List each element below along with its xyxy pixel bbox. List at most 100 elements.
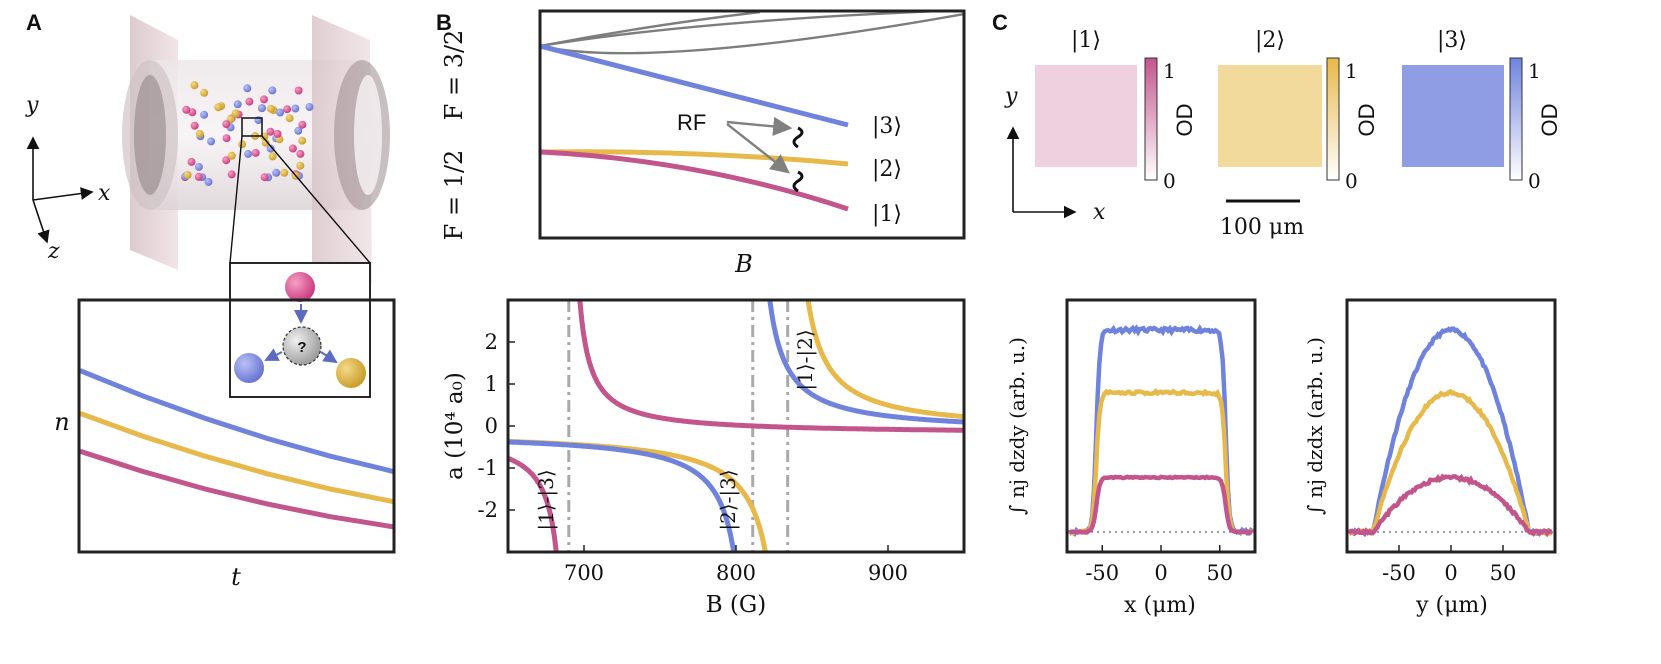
od-image-1	[1035, 65, 1137, 167]
atom	[222, 156, 231, 165]
scattering-ylabel: a (10⁴ a₀)	[442, 372, 468, 480]
x-tick-label: -50	[1382, 561, 1416, 585]
atom	[294, 86, 303, 95]
profile-line-2	[1068, 388, 1254, 536]
atom	[227, 170, 236, 179]
atom	[182, 105, 191, 114]
decay-line-3	[80, 448, 393, 530]
x-tick-label: 800	[716, 561, 756, 585]
colorbar-3-min: 0	[1528, 169, 1541, 193]
atom	[285, 114, 294, 123]
atom	[231, 109, 240, 118]
x-tick-label: 50	[1206, 561, 1233, 585]
atom	[200, 110, 209, 119]
panel-label-c: C	[992, 10, 1008, 35]
decay-ylabel: n	[54, 408, 69, 436]
panel-label-a: A	[26, 10, 42, 35]
atom	[291, 104, 300, 113]
trap-illustration	[122, 15, 390, 285]
rf-label: RF	[677, 110, 706, 135]
atom	[194, 162, 203, 171]
atom-blue	[234, 353, 264, 383]
axis-triad-a: y x z	[25, 93, 111, 264]
colorbar-1-min: 0	[1163, 169, 1176, 193]
x-tick-label: 900	[868, 561, 908, 585]
colorbar-3	[1509, 57, 1523, 181]
atom	[204, 177, 213, 186]
f32-level-2	[541, 12, 944, 48]
resonance-label-12: |1⟩-|2⟩	[793, 329, 818, 390]
colorbar-3-max: 1	[1528, 59, 1541, 83]
y-tick-label: -2	[478, 498, 498, 522]
atom	[268, 152, 277, 161]
decay-plot: n t	[54, 298, 396, 591]
atom	[258, 104, 267, 113]
atom	[296, 149, 305, 158]
atom	[283, 105, 292, 114]
atom	[188, 108, 197, 117]
resonance-label-23: |2⟩-|3⟩	[716, 469, 741, 530]
level-diagram-frame	[538, 9, 966, 240]
level-xlabel: B	[734, 250, 753, 278]
curve-a13-2	[577, 300, 964, 433]
profile-line-2	[1348, 388, 1553, 537]
colorbar-3-label: OD	[1537, 104, 1562, 137]
profile-line-1	[1067, 324, 1254, 537]
atom	[296, 161, 305, 170]
atom	[187, 157, 196, 166]
atom	[298, 136, 307, 145]
colorbar-2-label: OD	[1354, 104, 1379, 137]
zoom-box	[241, 117, 263, 137]
level-label-2: |2⟩	[872, 157, 902, 182]
profile-x-ylabel: ∫ nj dzdy (arb. u.)	[1005, 337, 1029, 515]
image-title-3: |3⟩	[1437, 28, 1467, 53]
inset-three-body: ?	[229, 262, 371, 398]
decay-plot-frame	[77, 298, 396, 554]
image-title-1: |1⟩	[1071, 28, 1101, 53]
atom	[238, 140, 247, 149]
level-state-3	[541, 43, 849, 128]
curve-a23-1	[508, 439, 737, 552]
level-label-3: |3⟩	[872, 114, 902, 139]
atom	[266, 127, 275, 136]
atom	[298, 120, 307, 129]
f-upper-label: F = 3/2	[440, 30, 468, 121]
atom	[294, 126, 303, 135]
colorbar-1-label: OD	[1172, 104, 1197, 137]
atom	[222, 120, 231, 129]
atom	[260, 173, 269, 182]
atom	[183, 171, 192, 179]
atom	[260, 95, 268, 104]
atom	[214, 103, 223, 112]
profile-x-xlabel: x (μm)	[1124, 593, 1196, 618]
unknown-product	[282, 326, 322, 366]
atom	[244, 149, 253, 158]
profile-y-ylabel: ∫ nj dzdx (arb. u.)	[1303, 337, 1327, 515]
atom	[243, 84, 252, 93]
atom	[268, 86, 277, 95]
atom	[195, 129, 204, 138]
atom	[200, 88, 209, 97]
x-tick-label: 50	[1490, 561, 1517, 585]
od-image-2	[1218, 65, 1322, 167]
x-tick-label: 700	[564, 561, 604, 585]
atom-yellow	[336, 358, 366, 388]
decay-line-1	[80, 368, 393, 474]
colorbar-2-min: 0	[1345, 169, 1358, 193]
decay-line-2	[80, 411, 393, 505]
colorbar-2-max: 1	[1345, 59, 1358, 83]
profile-x-frame	[1065, 298, 1257, 554]
colorbar-2	[1326, 57, 1340, 181]
x-tick-label: 0	[1154, 561, 1167, 585]
scattering-length-plot: 700 800 900 2 1 0 -1 -2 a (10⁴ a₀) B (G) |1⟩-|3…	[442, 298, 966, 618]
panel-label-b: B	[436, 10, 452, 35]
y-tick-label: 0	[485, 414, 498, 438]
atom	[288, 144, 297, 153]
profile-line-3	[1068, 474, 1254, 536]
profile-line-3	[1347, 473, 1553, 538]
atom-cloud	[181, 81, 314, 186]
colorbar-1	[1144, 57, 1158, 181]
colorbar-1-max: 1	[1163, 59, 1176, 83]
y-tick-label: 1	[485, 372, 498, 396]
atom-pink	[285, 272, 315, 302]
